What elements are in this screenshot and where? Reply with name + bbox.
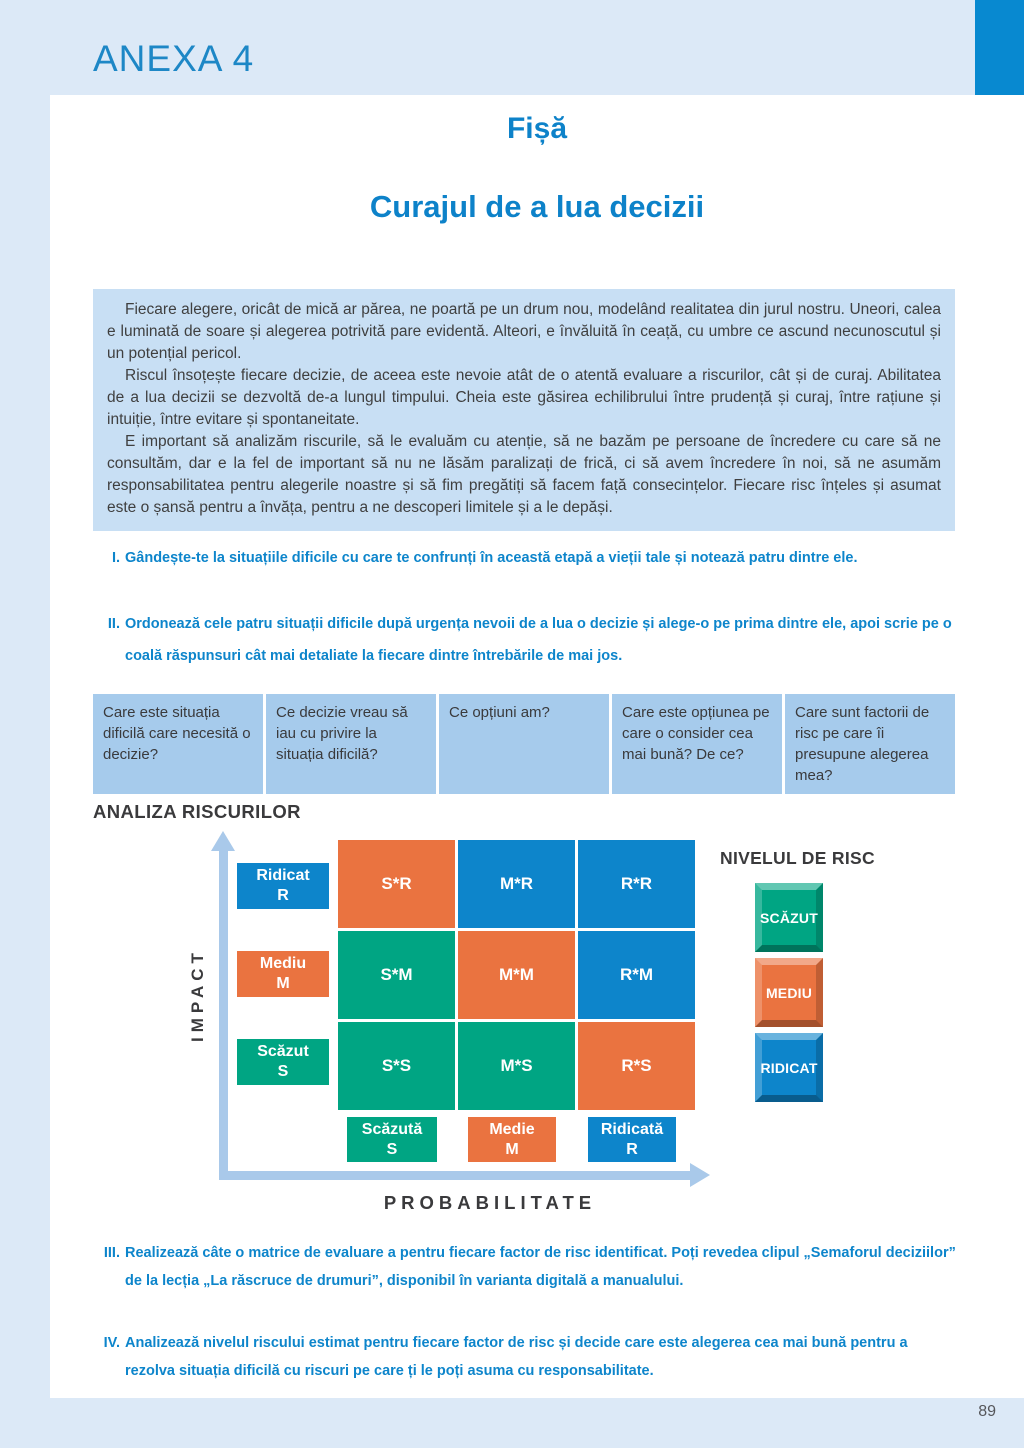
task-numeral: II. (107, 616, 120, 632)
question-cell: Ce decizie vreau să iau cu privire la si… (266, 694, 436, 794)
probability-axis-line (219, 1171, 690, 1180)
task-text: Ordonează cele patru situații dificile d… (125, 616, 952, 664)
matrix-cell: S*S (338, 1022, 455, 1110)
level-name: Mediu (259, 955, 307, 972)
matrix-cell: R*S (578, 1022, 695, 1110)
level-letter: R (626, 1140, 638, 1158)
impact-axis-label: IMPACT (188, 948, 207, 1042)
level-letter: S (277, 1063, 289, 1080)
matrix-cell: M*S (458, 1022, 575, 1110)
level-letter: R (277, 887, 289, 904)
level-letter: S (386, 1140, 398, 1158)
matrix-cell: S*M (338, 931, 455, 1019)
legend-label: MEDIU (765, 984, 813, 1001)
intro-paragraph: E important să analizăm riscurile, să le… (107, 433, 941, 516)
questions-table: Care este situația dificilă care necesit… (93, 694, 955, 794)
impact-axis-arrowhead-icon (211, 831, 235, 851)
intro-text-box: Fiecare alegere, oricât de mică ar părea… (93, 289, 955, 531)
intro-paragraph: Riscul însoțește fiecare decizie, de ace… (107, 367, 941, 428)
task-text: Realizează câte o matrice de evaluare a … (125, 1245, 956, 1289)
legend-button-high: RIDICAT (755, 1033, 823, 1102)
legend-button-medium: MEDIU (755, 958, 823, 1027)
risk-level-legend-heading: NIVELUL DE RISC (720, 848, 875, 868)
level-name: Scăzut (257, 1043, 309, 1060)
page-number: 89 (978, 1403, 996, 1420)
corner-decoration (975, 0, 1024, 95)
probability-level-low: Scăzută S (347, 1117, 437, 1162)
probability-level-medium: Medie M (468, 1117, 556, 1162)
matrix-cell: M*R (458, 840, 575, 928)
probability-axis-label: PROBABILITATE (383, 1192, 597, 1213)
risk-analysis-heading: ANALIZA RISCURILOR (93, 801, 301, 822)
task-item-4: IV. Analizează nivelul riscului estimat … (88, 1329, 956, 1385)
impact-level-medium: Mediu M (237, 951, 329, 997)
matrix-cell: S*R (338, 840, 455, 928)
intro-paragraph: Fiecare alegere, oricât de mică ar părea… (107, 301, 941, 362)
annex-heading: ANEXA 4 (93, 38, 255, 79)
question-cell: Care este opțiunea pe care o consider ce… (612, 694, 782, 794)
task-numeral: I. (111, 550, 120, 566)
impact-level-high: Ridicat R (237, 863, 329, 909)
task-item-2: II. Ordonează cele patru situații difici… (88, 608, 956, 672)
level-name: Medie (489, 1120, 535, 1138)
level-name: Scăzută (361, 1120, 423, 1138)
page-title: Curajul de a lua decizii (369, 189, 705, 224)
task-item-3: III. Realizează câte o matrice de evalua… (88, 1239, 956, 1295)
question-cell: Care sunt factorii de risc pe care îi pr… (785, 694, 955, 794)
task-text: Analizează nivelul riscului estimat pent… (125, 1335, 908, 1379)
level-letter: M (505, 1140, 519, 1158)
sheet-subtitle: Fișă (506, 112, 568, 145)
probability-level-high: Ridicată R (588, 1117, 676, 1162)
task-numeral: III. (103, 1245, 120, 1261)
level-name: Ridicată (600, 1120, 664, 1138)
matrix-cell: R*M (578, 931, 695, 1019)
level-letter: M (276, 975, 290, 992)
task-numeral: IV. (103, 1335, 120, 1351)
legend-button-low: SCĂZUT (755, 883, 823, 952)
matrix-cell: R*R (578, 840, 695, 928)
probability-axis-arrowhead-icon (690, 1163, 710, 1187)
task-text: Gândește-te la situațiile dificile cu ca… (125, 550, 858, 566)
question-cell: Care este situația dificilă care necesit… (93, 694, 263, 794)
matrix-cell: M*M (458, 931, 575, 1019)
question-cell: Ce opțiuni am? (439, 694, 609, 794)
impact-level-low: Scăzut S (237, 1039, 329, 1085)
level-name: Ridicat (256, 867, 310, 884)
legend-label: RIDICAT (760, 1059, 818, 1076)
task-item-1: I. Gândește-te la situațiile dificile cu… (88, 546, 956, 570)
legend-label: SCĂZUT (760, 909, 818, 926)
impact-axis-line (219, 850, 228, 1180)
